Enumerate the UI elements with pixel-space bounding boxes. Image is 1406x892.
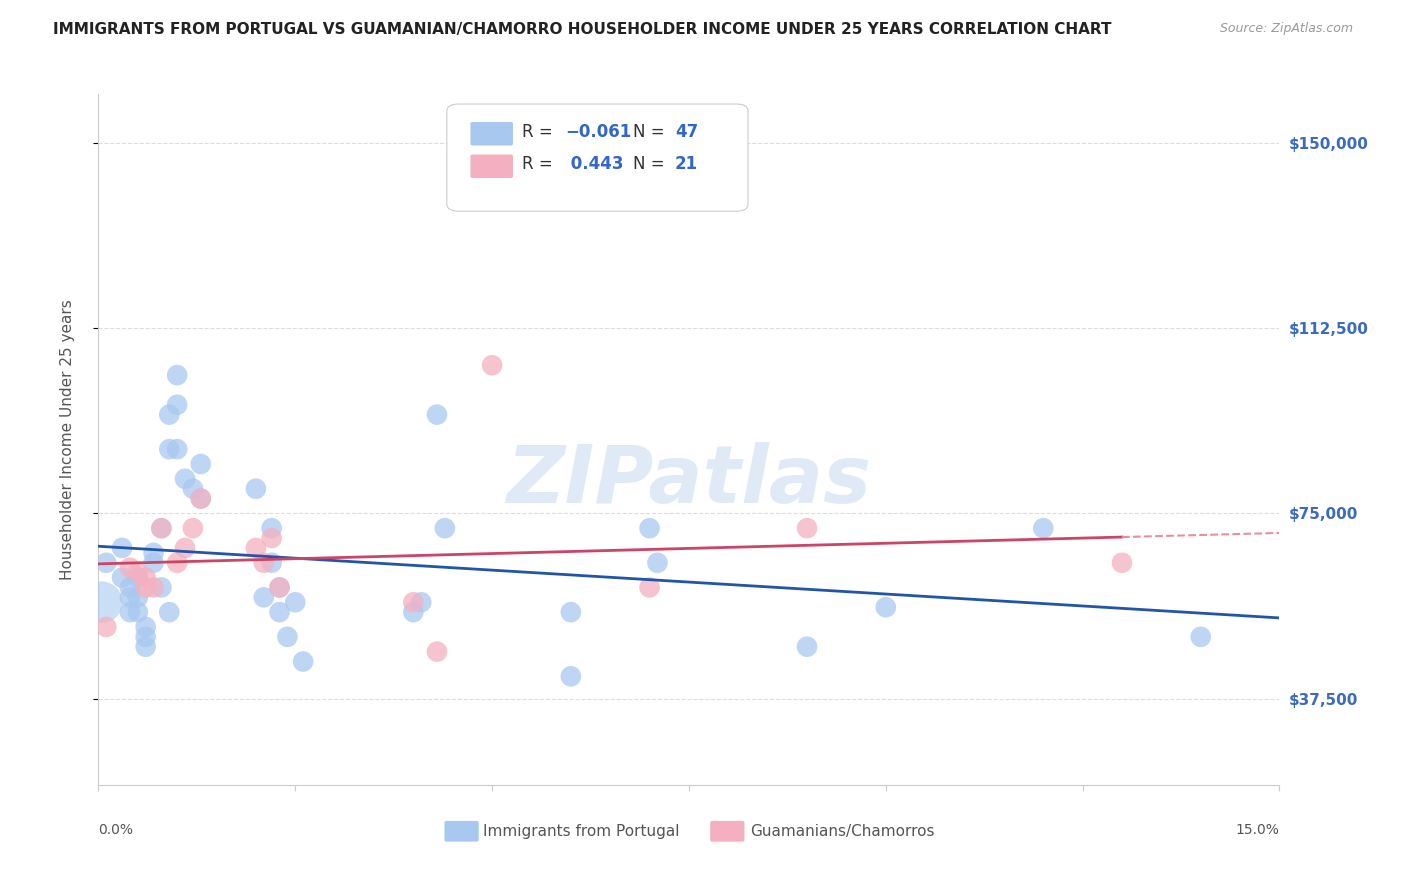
Point: [118, 605, 141, 619]
Point: [1032, 521, 1054, 535]
Point: [142, 556, 165, 570]
Point: [253, 591, 276, 605]
Point: [1111, 556, 1133, 570]
Point: [166, 368, 188, 383]
Text: 0.0%: 0.0%: [98, 823, 134, 837]
Point: [174, 541, 197, 555]
Point: [875, 600, 897, 615]
Text: −0.061: −0.061: [565, 123, 631, 141]
Point: [135, 640, 157, 654]
Point: [135, 571, 157, 585]
FancyBboxPatch shape: [710, 821, 744, 842]
Text: IMMIGRANTS FROM PORTUGAL VS GUAMANIAN/CHAMORRO HOUSEHOLDER INCOME UNDER 25 YEARS: IMMIGRANTS FROM PORTUGAL VS GUAMANIAN/CH…: [53, 22, 1112, 37]
Text: Guamanians/Chamorros: Guamanians/Chamorros: [751, 824, 935, 838]
Point: [269, 605, 291, 619]
Point: [796, 640, 818, 654]
Text: 47: 47: [675, 123, 697, 141]
Point: [638, 581, 661, 595]
Point: [166, 442, 188, 457]
FancyBboxPatch shape: [444, 821, 478, 842]
Point: [638, 521, 661, 535]
Point: [647, 556, 669, 570]
Point: [1189, 630, 1212, 644]
Point: [276, 630, 298, 644]
Point: [166, 398, 188, 412]
Point: [560, 605, 582, 619]
Point: [402, 605, 425, 619]
Y-axis label: Householder Income Under 25 years: Householder Income Under 25 years: [60, 299, 75, 580]
Text: 0.443: 0.443: [565, 155, 623, 173]
Point: [433, 521, 456, 535]
Point: [135, 630, 157, 644]
Point: [796, 521, 818, 535]
Point: [166, 556, 188, 570]
Point: [157, 442, 180, 457]
Point: [560, 669, 582, 683]
Point: [157, 408, 180, 422]
Point: [96, 556, 118, 570]
Text: R =: R =: [523, 155, 558, 173]
Point: [127, 605, 149, 619]
Text: 21: 21: [675, 155, 697, 173]
Point: [135, 581, 157, 595]
FancyBboxPatch shape: [471, 122, 513, 145]
Point: [181, 482, 204, 496]
Text: Source: ZipAtlas.com: Source: ZipAtlas.com: [1219, 22, 1353, 36]
Point: [245, 482, 267, 496]
Point: [142, 581, 165, 595]
Point: [135, 620, 157, 634]
Point: [245, 541, 267, 555]
Point: [150, 521, 173, 535]
FancyBboxPatch shape: [447, 104, 748, 211]
Point: [260, 521, 283, 535]
Point: [118, 560, 141, 574]
Point: [111, 571, 134, 585]
FancyBboxPatch shape: [471, 154, 513, 178]
Point: [402, 595, 425, 609]
Point: [118, 591, 141, 605]
Point: [284, 595, 307, 609]
Text: ZIPatlas: ZIPatlas: [506, 442, 872, 520]
Point: [150, 581, 173, 595]
Point: [292, 655, 315, 669]
Point: [127, 566, 149, 580]
Point: [260, 556, 283, 570]
Point: [90, 595, 112, 609]
Point: [111, 541, 134, 555]
Point: [411, 595, 433, 609]
Point: [260, 531, 283, 545]
Point: [190, 457, 212, 471]
Text: Immigrants from Portugal: Immigrants from Portugal: [484, 824, 681, 838]
Point: [174, 472, 197, 486]
Point: [269, 581, 291, 595]
Point: [157, 605, 180, 619]
Point: [118, 581, 141, 595]
Text: 15.0%: 15.0%: [1236, 823, 1279, 837]
Point: [96, 620, 118, 634]
Text: N =: N =: [634, 155, 671, 173]
Point: [127, 591, 149, 605]
Text: R =: R =: [523, 123, 558, 141]
Point: [269, 581, 291, 595]
Text: N =: N =: [634, 123, 671, 141]
Point: [127, 571, 149, 585]
Point: [426, 408, 449, 422]
Point: [253, 556, 276, 570]
Point: [150, 521, 173, 535]
Point: [181, 521, 204, 535]
Point: [142, 546, 165, 560]
Point: [426, 645, 449, 659]
Point: [481, 358, 503, 372]
Point: [190, 491, 212, 506]
Point: [190, 491, 212, 506]
